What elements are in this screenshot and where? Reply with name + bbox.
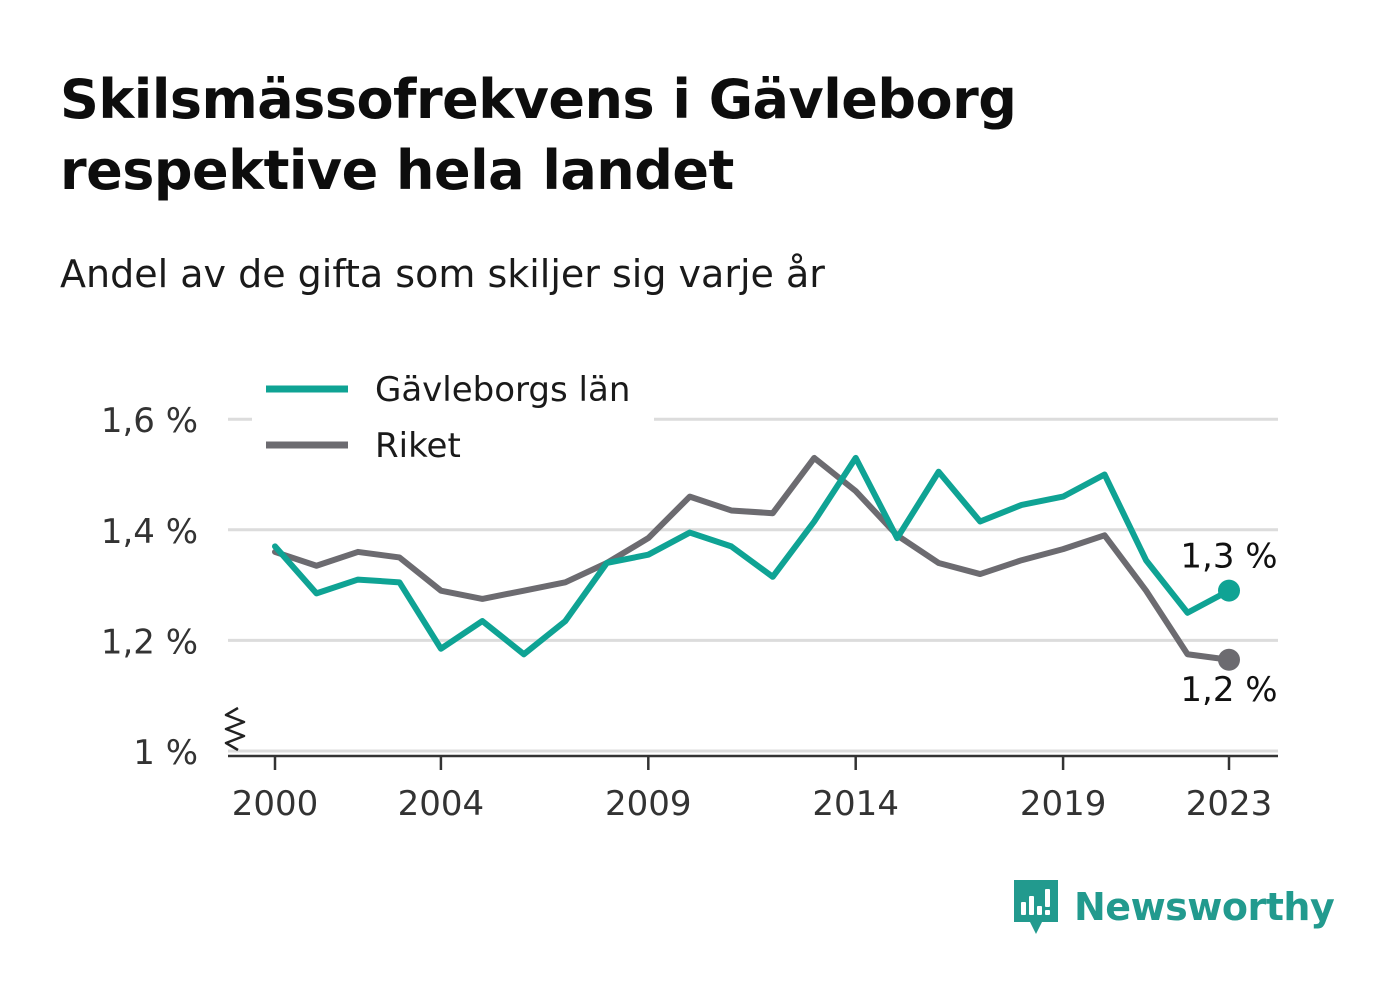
y-tick-label: 1,2 % [101, 622, 198, 662]
newsworthy-logo-icon [1014, 880, 1058, 934]
x-tick-label: 2023 [1186, 784, 1273, 824]
legend: Gävleborgs län Riket [252, 362, 654, 474]
x-tick-label: 2009 [605, 784, 692, 824]
y-tick-label: 1 % [133, 733, 198, 773]
series-line-riket [272, 454, 1232, 663]
chart-subtitle: Andel av de gifta som skiljer sig varje … [60, 252, 825, 296]
end-label-gavleborg: 1,3 % [1180, 537, 1277, 577]
x-tick-label: 2000 [232, 784, 319, 824]
legend-label: Riket [375, 426, 461, 466]
series-end-point [1218, 648, 1240, 671]
chart-title: Skilsmässofrekvens i Gävleborg respektiv… [60, 64, 1260, 206]
data-labels: 1,3 % 1,2 % [1180, 537, 1277, 710]
end-label-riket: 1,2 % [1180, 670, 1277, 710]
axis-break-icon [224, 706, 246, 752]
y-tick-label: 1,4 % [101, 512, 198, 552]
chart-title-line-1: Skilsmässofrekvens i Gävleborg [60, 68, 1017, 131]
x-tick-label: 2004 [398, 784, 485, 824]
series-line-gavleborg [272, 454, 1232, 658]
brand-name: Newsworthy [1074, 885, 1335, 929]
legend-background [252, 362, 654, 474]
chart-title-line-2: respektive hela landet [60, 139, 734, 202]
legend-label: Gävleborgs län [375, 370, 630, 410]
x-tick-label: 2019 [1020, 784, 1107, 824]
axes: 1 % 1,2 % 1,4 % 1,6 % 2000 2004 2009 2014 2019 20… [101, 401, 1278, 824]
x-tick-label: 2014 [812, 784, 899, 824]
y-tick-label: 1,6 % [101, 401, 198, 441]
series-end-point [1218, 579, 1240, 602]
newsworthy-brand: Newsworthy [1010, 876, 1335, 938]
series [272, 454, 1240, 671]
